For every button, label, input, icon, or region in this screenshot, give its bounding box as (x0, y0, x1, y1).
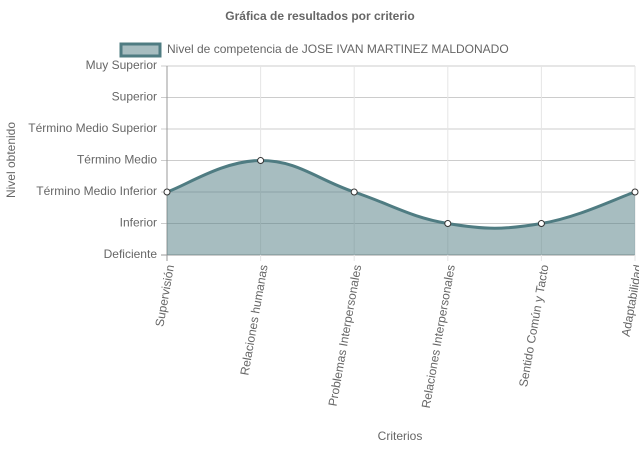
line (166, 158, 636, 230)
x-tick-label: Problemas Interpersonales (326, 264, 365, 408)
y-tick-label: Deficiente (104, 247, 158, 261)
y-axis-label: Nivel obtenido (4, 122, 18, 198)
x-axis-label: Criterios (378, 429, 423, 443)
legend-label: Nivel de competencia de JOSE IVAN MARTIN… (167, 42, 509, 56)
y-tick-label: Término Medio Inferior (36, 184, 157, 198)
y-tick-label: Término Medio Superior (28, 121, 157, 135)
area (167, 160, 635, 255)
x-tick-label: Supervisión (152, 264, 177, 328)
y-tick-label: Inferior (120, 216, 157, 230)
point (537, 220, 545, 227)
point (350, 188, 358, 196)
chart-title: Gráfica de resultados por criterio (225, 9, 414, 23)
y-tick-label: Término Medio (77, 153, 157, 167)
point (163, 188, 171, 196)
y-tick-label: Muy Superior (86, 58, 157, 72)
point (257, 157, 265, 164)
point (631, 188, 639, 196)
point (444, 220, 452, 227)
y-tick-label: Superior (112, 90, 157, 104)
x-tick-label: Relaciones humanas (237, 264, 270, 377)
x-tick-label: Relaciones Interpersonales (419, 264, 458, 410)
x-tick-label: Adaptabilidad (619, 264, 639, 338)
legend-swatch (119, 42, 162, 58)
x-tick-label: Sentido Común y Tacto (516, 263, 551, 388)
